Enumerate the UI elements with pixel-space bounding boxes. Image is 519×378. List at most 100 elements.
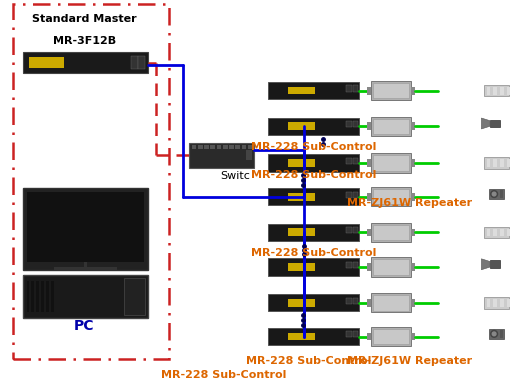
Bar — [367, 87, 371, 94]
Bar — [352, 227, 358, 233]
Bar — [487, 159, 490, 167]
Bar — [371, 257, 412, 277]
Bar — [371, 187, 412, 206]
Bar — [346, 332, 351, 338]
Bar — [268, 118, 359, 135]
Bar — [371, 223, 412, 242]
Bar — [268, 259, 359, 276]
Bar — [412, 122, 415, 130]
Bar — [367, 263, 371, 271]
Bar — [268, 82, 359, 99]
Bar — [494, 229, 497, 236]
Bar — [373, 329, 409, 344]
Bar — [373, 155, 409, 171]
Bar — [412, 229, 415, 236]
Bar — [371, 153, 412, 173]
Bar — [346, 297, 351, 304]
Bar — [247, 150, 252, 160]
Bar — [352, 297, 358, 304]
Bar — [484, 297, 509, 308]
Bar — [288, 299, 316, 307]
Bar — [242, 145, 247, 149]
Bar — [412, 299, 415, 307]
Bar — [84, 262, 87, 268]
Bar — [494, 159, 497, 167]
Bar — [484, 157, 509, 169]
Bar — [487, 299, 490, 307]
Circle shape — [491, 191, 498, 197]
Text: Switc: Switc — [220, 170, 250, 181]
Bar — [268, 188, 359, 205]
Bar — [268, 224, 359, 241]
Bar — [288, 333, 316, 340]
Circle shape — [493, 332, 496, 336]
Bar — [346, 262, 351, 268]
Bar — [29, 57, 64, 68]
Bar — [484, 85, 509, 96]
Bar — [198, 145, 202, 149]
Bar — [26, 280, 30, 313]
Polygon shape — [482, 118, 490, 129]
Bar — [352, 158, 358, 164]
Circle shape — [493, 192, 496, 196]
Bar — [23, 52, 148, 73]
Bar — [124, 278, 145, 315]
Bar — [288, 122, 316, 130]
Bar — [268, 154, 359, 172]
Bar — [487, 229, 490, 236]
Bar — [288, 263, 316, 271]
Bar — [367, 229, 371, 236]
Bar — [288, 159, 316, 167]
Text: MR-228 Sub-Control: MR-228 Sub-Control — [245, 356, 371, 366]
Text: MR-ZJ61W Repeater: MR-ZJ61W Repeater — [347, 198, 472, 208]
Bar — [36, 280, 39, 313]
Bar — [268, 328, 359, 345]
Bar — [26, 192, 144, 262]
Bar — [500, 159, 504, 167]
Bar — [371, 327, 412, 346]
Text: MR-ZJ61W Repeater: MR-ZJ61W Repeater — [347, 356, 472, 366]
Bar — [352, 121, 358, 127]
Bar — [131, 56, 138, 69]
Bar — [484, 227, 509, 238]
Bar — [139, 56, 145, 69]
Bar — [507, 159, 511, 167]
Bar — [373, 119, 409, 134]
Bar — [346, 158, 351, 164]
Bar — [494, 87, 497, 94]
Bar — [500, 299, 504, 307]
Bar — [500, 229, 504, 236]
Bar — [499, 330, 503, 338]
Bar — [216, 145, 222, 149]
Bar — [412, 263, 415, 271]
Text: Standard Master: Standard Master — [32, 14, 137, 24]
Bar — [192, 145, 196, 149]
Text: MR-228 Sub-Control: MR-228 Sub-Control — [251, 248, 376, 258]
Bar — [346, 85, 351, 91]
Bar — [412, 159, 415, 167]
Bar — [494, 299, 497, 307]
Polygon shape — [482, 259, 490, 270]
Bar — [346, 227, 351, 233]
Bar — [223, 145, 228, 149]
Bar — [367, 159, 371, 167]
Text: MR-228 Sub-Control: MR-228 Sub-Control — [251, 142, 376, 152]
Bar — [23, 275, 148, 318]
Bar — [367, 333, 371, 341]
Bar — [46, 280, 49, 313]
Bar — [373, 225, 409, 240]
Bar — [54, 267, 117, 270]
Bar — [352, 192, 358, 198]
Bar — [236, 145, 240, 149]
Bar — [373, 259, 409, 275]
Bar — [288, 228, 316, 236]
Bar — [346, 121, 351, 127]
Bar — [412, 87, 415, 94]
Bar — [373, 295, 409, 310]
Bar — [412, 193, 415, 201]
Text: PC: PC — [74, 319, 95, 333]
Bar — [500, 87, 504, 94]
Bar — [487, 87, 490, 94]
Text: MR-3F12B: MR-3F12B — [53, 36, 116, 45]
Bar — [371, 293, 412, 313]
